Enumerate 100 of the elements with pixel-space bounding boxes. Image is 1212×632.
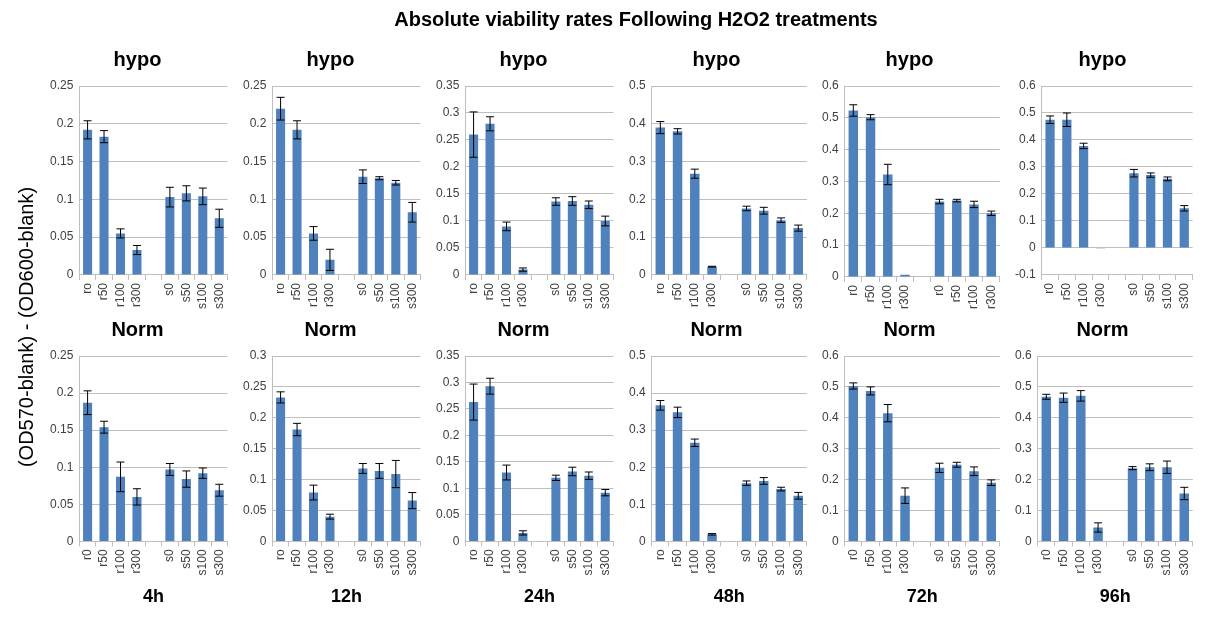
bar xyxy=(1162,467,1172,541)
x-tick-label: r100 xyxy=(498,282,513,308)
y-tick-label: 0.25 xyxy=(243,379,267,394)
y-tick-label: 0.5 xyxy=(821,110,839,125)
x-tick-label: r0 xyxy=(845,549,860,561)
x-tick-label: s0 xyxy=(1124,549,1139,563)
y-tick-label: 0.25 xyxy=(50,78,74,93)
bar xyxy=(690,442,700,541)
y-tick-label: 0.3 xyxy=(1018,159,1036,174)
x-tick-label: r300 xyxy=(1090,549,1105,574)
y-axis-title: (OD570-blank) - (OD600-blank) xyxy=(14,186,38,468)
x-tick-label: s300 xyxy=(983,549,998,576)
x-tick-label: r100 xyxy=(687,282,702,308)
y-tick-label: 0.2 xyxy=(249,410,267,425)
x-tick-label: s0 xyxy=(162,282,177,296)
bar xyxy=(115,476,126,541)
y-tick-label: 0.3 xyxy=(628,153,646,168)
y-tick-label: 0 xyxy=(1028,240,1036,255)
x-tick-label: s0 xyxy=(738,282,753,296)
bar xyxy=(198,473,208,541)
y-tick-label: 0.3 xyxy=(628,422,646,437)
x-tick-label: s300 xyxy=(597,549,612,576)
x-tick-label: s0 xyxy=(931,549,946,563)
y-tick-label: 0 xyxy=(66,267,74,282)
y-tick-label: 0.1 xyxy=(821,237,839,252)
y-tick-label: 0.3 xyxy=(821,441,839,455)
x-tick-label: r300 xyxy=(897,549,912,574)
x-tick-label: s100 xyxy=(1159,549,1174,576)
x-axis-title: 72h xyxy=(906,586,938,607)
y-tick-label: 0.25 xyxy=(243,78,267,93)
bar xyxy=(358,176,368,275)
y-tick-label: 0 xyxy=(259,267,267,282)
bar xyxy=(181,193,191,275)
bar xyxy=(308,233,319,275)
bar xyxy=(391,182,401,275)
bar xyxy=(1041,396,1052,541)
x-tick-label: r300 xyxy=(129,549,144,574)
bar xyxy=(469,402,479,541)
y-tick-label: 0.2 xyxy=(442,159,460,174)
x-tick-label: s0 xyxy=(548,549,563,563)
bar xyxy=(1162,178,1173,248)
bar xyxy=(1062,119,1072,248)
x-tick-label: s50 xyxy=(371,282,386,303)
bar xyxy=(776,489,786,541)
x-tick-label: s300 xyxy=(597,282,612,310)
chart-title: hypo xyxy=(306,47,355,70)
x-tick-label: s50 xyxy=(564,282,579,303)
y-tick-label: 0.25 xyxy=(436,132,460,147)
bar xyxy=(485,386,495,541)
bar xyxy=(551,201,561,275)
x-axis-title: 4h xyxy=(142,586,164,607)
x-tick-label: r300 xyxy=(322,282,337,308)
bar xyxy=(883,413,893,541)
chart-title: Norm xyxy=(111,317,164,340)
bar xyxy=(485,123,495,275)
y-tick-label: 0.1 xyxy=(821,502,839,517)
x-tick-label: s100 xyxy=(1159,282,1174,310)
y-tick-label: 0 xyxy=(259,533,267,548)
x-tick-label: r300 xyxy=(322,549,337,574)
y-tick-label: 0.2 xyxy=(1018,186,1036,201)
y-tick-label: 0.15 xyxy=(436,454,460,469)
x-tick-label: s300 xyxy=(211,282,226,310)
bar xyxy=(741,483,752,541)
chart-title: Norm xyxy=(497,317,550,340)
bar xyxy=(1058,397,1069,541)
bar xyxy=(655,405,666,541)
x-axis-title: 24h xyxy=(523,586,555,607)
bar xyxy=(759,210,769,275)
bar xyxy=(1127,468,1138,541)
x-tick-label: r100 xyxy=(305,282,320,308)
bar xyxy=(165,469,175,541)
x-tick-label: s50 xyxy=(756,282,771,303)
y-tick-label: 0.2 xyxy=(56,385,74,400)
x-tick-label: s0 xyxy=(162,549,177,563)
x-tick-label: ro xyxy=(652,549,667,561)
y-tick-label: 0.4 xyxy=(628,116,646,131)
bar xyxy=(469,134,479,275)
x-tick-label: s300 xyxy=(1176,282,1191,310)
bar xyxy=(1045,119,1055,248)
x-tick-label: r0 xyxy=(79,549,94,561)
x-tick-label: r50 xyxy=(96,549,111,567)
y-tick-label: 0.4 xyxy=(1014,410,1032,425)
y-tick-label: 0.4 xyxy=(628,385,646,400)
bar xyxy=(83,129,93,275)
x-axis-title: 48h xyxy=(713,586,745,607)
x-tick-label: s300 xyxy=(404,282,419,310)
y-tick-label: 0.15 xyxy=(50,153,74,168)
x-tick-label: s0 xyxy=(1126,282,1141,296)
y-tick-label: 0.1 xyxy=(56,459,74,474)
y-tick-label: 0.1 xyxy=(442,480,460,495)
y-tick-label: 0.1 xyxy=(1014,502,1032,517)
bar xyxy=(865,390,876,541)
chart-title: hypo xyxy=(113,47,162,70)
y-tick-label: 0.1 xyxy=(249,471,267,486)
x-tick-label: r50 xyxy=(1059,282,1074,301)
y-tick-label: 0.2 xyxy=(56,116,74,131)
x-tick-label: ro xyxy=(79,282,94,294)
bar xyxy=(1146,175,1156,248)
y-tick-label: 0.5 xyxy=(628,78,646,93)
x-tick-label: r0 xyxy=(1042,282,1057,294)
